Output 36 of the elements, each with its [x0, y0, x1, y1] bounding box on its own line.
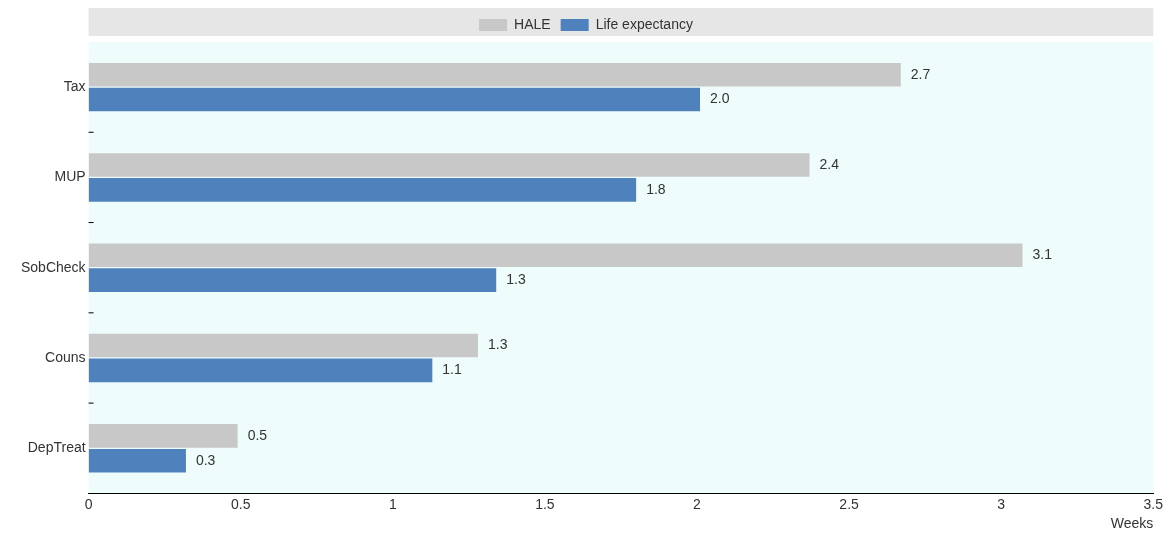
data-label: 2.4 [819, 155, 840, 172]
y-tick-label: Couns [45, 348, 86, 365]
data-label: 0.3 [195, 451, 216, 468]
bar [88, 62, 901, 87]
bar [88, 87, 701, 112]
x-axis-title: Weeks [1110, 515, 1154, 532]
x-tick-label: 2.5 [839, 495, 860, 512]
bar [88, 358, 433, 383]
data-label: 1.1 [442, 361, 463, 378]
data-label: 1.8 [646, 180, 666, 197]
x-tick-label: 0 [84, 495, 93, 512]
data-label: 2.0 [710, 90, 730, 107]
bar [88, 424, 238, 448]
legend-label: Life expectancy [595, 15, 693, 32]
x-tick-label: 3 [997, 495, 1006, 512]
y-tick-label: SobCheck [21, 258, 87, 275]
data-label: 3.1 [1032, 246, 1053, 263]
bar [88, 268, 497, 292]
data-label: 1.3 [487, 336, 508, 353]
data-label: 1.3 [506, 270, 526, 287]
x-tick-label: 3.5 [1143, 495, 1164, 512]
legend-label: HALE [514, 15, 551, 32]
x-tick-label: 0.5 [230, 495, 251, 512]
x-tick-label: 1.5 [535, 495, 555, 512]
y-tick-label: DepTreat [27, 439, 86, 456]
data-label: 0.5 [247, 426, 268, 443]
bar [88, 448, 186, 473]
data-label: 2.7 [910, 65, 931, 82]
bar [88, 178, 637, 202]
x-tick-label: 2 [693, 495, 702, 512]
y-tick-label: MUP [54, 168, 86, 185]
bar [88, 333, 478, 358]
bar [88, 153, 810, 177]
x-tick-label: 1 [388, 495, 397, 512]
bar [88, 243, 1023, 268]
y-tick-label: Tax [63, 78, 86, 94]
